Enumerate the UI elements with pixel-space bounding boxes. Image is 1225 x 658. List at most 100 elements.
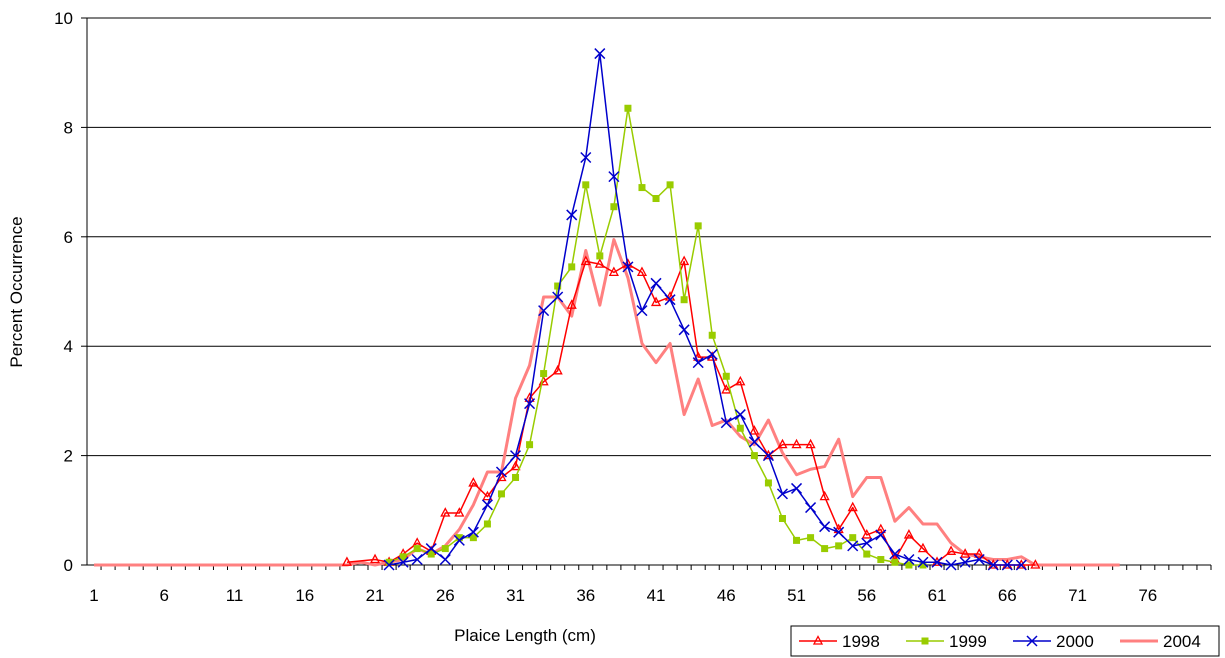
data-point [582, 181, 590, 189]
data-point [512, 473, 520, 481]
series-2004 [94, 238, 1120, 567]
data-point [624, 104, 632, 112]
data-point [861, 529, 872, 539]
data-point [580, 255, 591, 266]
x-tick-label: 11 [226, 586, 244, 605]
data-point [540, 370, 548, 378]
data-point [776, 488, 789, 500]
data-point [748, 436, 760, 448]
data-point [750, 452, 758, 460]
legend-label: 2004 [1163, 632, 1201, 651]
data-point [749, 425, 760, 435]
data-point [764, 479, 772, 487]
data-point [439, 553, 451, 566]
data-point [467, 526, 479, 538]
data-point [903, 553, 915, 566]
data-point [1015, 559, 1027, 571]
series-line-2004 [94, 238, 1120, 567]
data-point [664, 294, 676, 306]
data-point [610, 203, 618, 211]
x-tick-label: 16 [295, 586, 314, 605]
legend-item-1999: 1999 [906, 632, 987, 651]
data-point [875, 529, 887, 541]
data-point [720, 417, 732, 429]
data-point [566, 299, 577, 309]
data-point [875, 523, 886, 534]
data-point [945, 545, 957, 555]
data-point [455, 534, 463, 542]
x-tick-label: 31 [506, 586, 525, 605]
data-point [483, 520, 491, 528]
data-point [734, 409, 746, 421]
data-point [791, 438, 802, 449]
data-point [468, 477, 479, 487]
x-tick-label: 56 [857, 586, 876, 605]
y-tick-label: 8 [64, 118, 73, 137]
data-point [974, 548, 985, 558]
data-point [708, 331, 716, 339]
legend-label: 2000 [1056, 632, 1094, 651]
data-point [568, 263, 576, 271]
data-point [763, 449, 774, 460]
series-1999 [385, 104, 927, 569]
x-tick-label: 46 [717, 586, 736, 605]
y-axis-label: Percent Occurrence [7, 216, 26, 367]
data-point [959, 556, 971, 568]
data-point [552, 364, 563, 375]
data-point [931, 556, 943, 568]
data-point [411, 553, 423, 566]
data-point [596, 252, 604, 260]
data-point [608, 171, 620, 183]
data-point [793, 536, 801, 544]
data-point [735, 375, 746, 386]
data-point [554, 282, 562, 290]
data-point [889, 548, 901, 560]
data-point [680, 296, 688, 304]
data-point [650, 277, 662, 289]
data-point [891, 558, 899, 566]
series [94, 48, 1120, 571]
legend-marker [1026, 635, 1038, 647]
data-point [638, 184, 646, 192]
data-point [694, 222, 702, 230]
x-tick-label: 6 [160, 586, 169, 605]
legend-item-1998: 1998 [799, 632, 880, 651]
data-point [877, 556, 885, 564]
data-point [847, 540, 859, 552]
data-point [722, 372, 730, 380]
data-point [807, 534, 815, 542]
data-point [469, 534, 477, 542]
data-point [1001, 559, 1013, 571]
data-point [790, 482, 803, 494]
data-point [821, 545, 829, 553]
x-tick-label: 61 [928, 586, 947, 605]
series-2000 [383, 48, 1027, 571]
x-tick-label: 76 [1138, 586, 1157, 605]
y-tick-label: 10 [54, 9, 73, 28]
data-point [510, 460, 521, 471]
data-point [917, 556, 929, 568]
x-tick-label: 1 [89, 586, 98, 605]
data-point [412, 537, 423, 547]
data-point [495, 466, 508, 478]
data-point [441, 545, 449, 553]
data-point [440, 507, 451, 517]
series-line-1998 [346, 260, 1036, 566]
data-point [819, 521, 831, 533]
data-point [692, 357, 704, 369]
data-point [919, 561, 927, 569]
data-point [706, 348, 718, 360]
data-point [341, 556, 353, 566]
data-point [636, 266, 648, 277]
data-point [608, 266, 619, 277]
gridlines [87, 17, 1211, 457]
data-point [397, 556, 409, 568]
x-tick-label: 36 [576, 586, 595, 605]
legend-marker [921, 637, 929, 645]
series-1998 [341, 255, 1041, 569]
data-point [805, 438, 816, 449]
data-point [622, 261, 634, 273]
data-point [819, 490, 830, 501]
data-point [679, 255, 690, 266]
